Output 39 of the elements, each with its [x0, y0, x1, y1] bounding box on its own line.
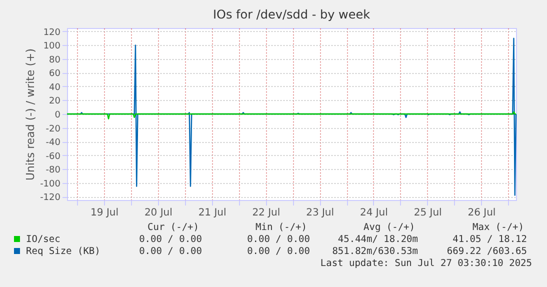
legend-label: Req Size (KB) [26, 246, 100, 257]
x-tick-label: 22 Jul [252, 208, 280, 218]
text: 0.00 / 0.00 [247, 234, 310, 245]
y-tick-label: 60 [49, 69, 61, 80]
y-tick-label: 100 [43, 42, 61, 52]
text: Cur (-/+) [148, 222, 199, 233]
text: Avg (-/+) [364, 222, 415, 233]
text: 0.00 / 0.00 [247, 246, 310, 257]
y-tick-label: -40 [46, 138, 61, 148]
y-tick-label: -100 [40, 179, 61, 190]
text: 0.00 / 0.00 [139, 234, 202, 245]
x-tick-label: 25 Jul [414, 208, 442, 218]
y-tick-label: -60 [46, 152, 61, 162]
legend-label: IO/sec [26, 234, 60, 245]
y-tick-label: 0 [54, 110, 61, 120]
text: Max (-/+) [472, 222, 524, 233]
y-tick-label: 20 [49, 96, 61, 107]
x-tick-label: 23 Jul [306, 208, 334, 218]
text: 45.44m/ 18.20m [338, 234, 418, 245]
text: Min (-/+) [256, 222, 307, 233]
y-tick-label: -120 [40, 193, 61, 204]
text: Last update: Sun Jul 27 03:30:10 2025 [320, 258, 532, 269]
x-tick-label: 19 Jul [90, 208, 119, 218]
y-tick-label: 80 [49, 55, 61, 66]
text: 0.00 / 0.00 [139, 246, 202, 257]
y-axis-title: Units read (-) / write (+) [24, 48, 38, 181]
x-tick-label: 26 Jul [468, 208, 496, 218]
text: 669.22 /603.65 [446, 246, 527, 257]
x-tick-label: 21 Jul [198, 208, 226, 218]
x-tick-label: 24 Jul [360, 208, 388, 218]
y-tick-label: 40 [49, 82, 61, 93]
text: 851.82m/630.53m [332, 246, 418, 257]
chart-title: IOs for /dev/sdd - by week [212, 7, 370, 22]
y-tick-label: -80 [46, 166, 61, 176]
y-tick-label: 120 [43, 28, 61, 38]
x-tick-label: 20 Jul [144, 208, 172, 218]
text: 41.05 / 18.12 [452, 234, 527, 245]
y-tick-label: -20 [46, 124, 61, 134]
line-series [66, 111, 517, 120]
